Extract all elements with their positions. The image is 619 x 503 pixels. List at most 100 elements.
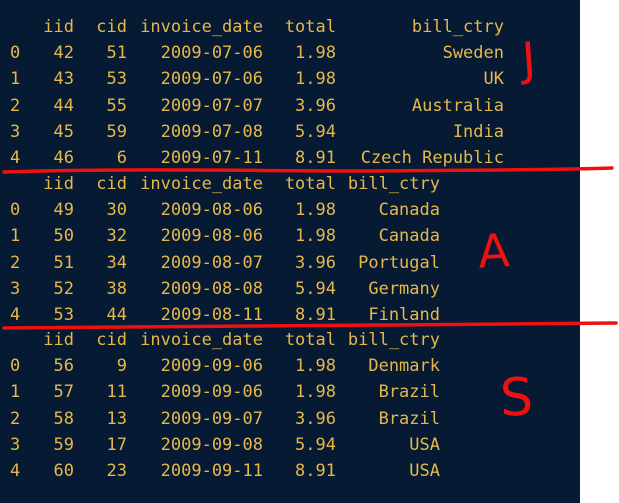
cell-date: 2009-09-06: [160, 356, 263, 377]
table-row: 4 60 23 2009-09-11 8.91 USA: [0, 458, 580, 484]
row-index: 0: [10, 43, 21, 64]
cell-ctry: UK: [483, 69, 504, 90]
cell-cid: 9: [116, 356, 127, 377]
table-header: iid cid invoice_date total bill_ctry: [0, 14, 580, 40]
cell-date: 2009-08-11: [160, 305, 263, 325]
cell-iid: 43: [53, 69, 74, 90]
cell-total: 1.98: [295, 356, 336, 377]
table-row: 2 58 13 2009-09-07 3.96 Brazil: [0, 406, 580, 432]
cell-ctry: USA: [409, 461, 440, 481]
column-header: cid: [96, 330, 127, 350]
row-index: 3: [10, 278, 21, 299]
cell-date: 2009-09-11: [160, 461, 263, 481]
cell-date: 2009-08-06: [160, 200, 263, 221]
cell-date: 2009-07-11: [160, 148, 263, 168]
cell-total: 5.94: [295, 278, 336, 299]
row-index: 1: [10, 69, 21, 90]
row-index: 2: [10, 408, 21, 429]
column-header: iid: [43, 174, 74, 194]
table-header: iid cid invoice_date total bill_ctry: [0, 171, 580, 197]
cell-cid: 53: [106, 69, 127, 90]
cell-total: 3.96: [295, 252, 336, 273]
cell-total: 8.91: [295, 148, 336, 168]
column-header: invoice_date: [140, 330, 263, 350]
cell-iid: 52: [53, 278, 74, 299]
cell-ctry: Brazil: [378, 408, 440, 429]
row-index: 3: [10, 121, 21, 142]
cell-ctry: Brazil: [378, 382, 440, 403]
row-index: 4: [10, 461, 21, 481]
cell-date: 2009-08-07: [160, 252, 263, 273]
cell-ctry: India: [452, 121, 504, 142]
column-header: iid: [43, 17, 74, 37]
cell-iid: 57: [53, 382, 74, 403]
cell-iid: 45: [53, 121, 74, 142]
annotation-letter-s: S: [498, 367, 535, 429]
row-index: 3: [10, 434, 21, 455]
cell-ctry: Finland: [368, 305, 440, 325]
annotation-letter-a: A: [476, 223, 511, 279]
cell-cid: 38: [106, 278, 127, 299]
cell-total: 1.98: [295, 69, 336, 90]
table-row: 1 43 53 2009-07-06 1.98 UK: [0, 66, 580, 92]
cell-total: 3.96: [295, 408, 336, 429]
table-row: 0 56 9 2009-09-06 1.98 Denmark: [0, 353, 580, 379]
table-row: 3 52 38 2009-08-08 5.94 Germany: [0, 276, 580, 302]
table-row: 1 50 32 2009-08-06 1.98 Canada: [0, 223, 580, 249]
cell-cid: 17: [106, 434, 127, 455]
column-header: total: [284, 330, 336, 350]
cell-cid: 59: [106, 121, 127, 142]
cell-date: 2009-07-06: [160, 43, 263, 64]
cell-cid: 51: [106, 43, 127, 64]
cell-total: 1.98: [295, 382, 336, 403]
row-index: 2: [10, 252, 21, 273]
cell-ctry: Sweden: [442, 43, 504, 64]
cell-cid: 55: [106, 95, 127, 116]
cell-ctry: Germany: [368, 278, 440, 299]
column-header: bill_ctry: [411, 17, 504, 37]
cell-iid: 50: [53, 226, 74, 247]
cell-iid: 59: [53, 434, 74, 455]
annotation-letter-j: J: [520, 31, 538, 87]
cell-total: 3.96: [295, 95, 336, 116]
table-row: 0 42 51 2009-07-06 1.98 Sweden: [0, 40, 580, 66]
cell-total: 1.98: [295, 200, 336, 221]
row-index: 4: [10, 305, 21, 325]
column-header: invoice_date: [140, 174, 263, 194]
row-index: 0: [10, 356, 21, 377]
table-row: 2 44 55 2009-07-07 3.96 Australia: [0, 93, 580, 119]
cell-ctry: Canada: [378, 226, 440, 247]
cell-cid: 13: [106, 408, 127, 429]
column-header: cid: [96, 174, 127, 194]
cell-date: 2009-08-06: [160, 226, 263, 247]
cell-date: 2009-08-08: [160, 278, 263, 299]
column-header: total: [284, 174, 336, 194]
cell-cid: 34: [106, 252, 127, 273]
cell-date: 2009-09-08: [160, 434, 263, 455]
cell-date: 2009-09-06: [160, 382, 263, 403]
cell-iid: 46: [53, 148, 74, 168]
cell-iid: 51: [53, 252, 74, 273]
cell-iid: 60: [53, 461, 74, 481]
cell-ctry: Czech Republic: [360, 148, 504, 168]
cell-total: 5.94: [295, 121, 336, 142]
cell-cid: 30: [106, 200, 127, 221]
row-index: 0: [10, 200, 21, 221]
row-index: 1: [10, 226, 21, 247]
cell-cid: 6: [116, 148, 127, 168]
table-row: 4 53 44 2009-08-11 8.91 Finland: [0, 302, 580, 328]
cell-cid: 32: [106, 226, 127, 247]
table-row: 0 49 30 2009-08-06 1.98 Canada: [0, 197, 580, 223]
column-header: bill_ctry: [347, 174, 440, 194]
column-header: total: [284, 17, 336, 37]
row-index: 4: [10, 148, 21, 168]
table-header: iid cid invoice_date total bill_ctry: [0, 327, 580, 353]
terminal-output: iid cid invoice_date total bill_ctry 0 42 51 200…: [0, 0, 580, 503]
cell-iid: 53: [53, 305, 74, 325]
cell-total: 8.91: [295, 461, 336, 481]
cell-date: 2009-09-07: [160, 408, 263, 429]
cell-iid: 44: [53, 95, 74, 116]
cell-cid: 44: [106, 305, 127, 325]
cell-total: 1.98: [295, 226, 336, 247]
row-index: 2: [10, 95, 21, 116]
